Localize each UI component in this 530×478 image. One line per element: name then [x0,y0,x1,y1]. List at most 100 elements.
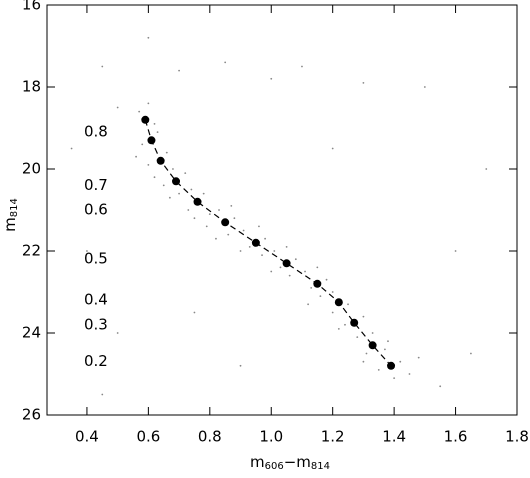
star-point [384,348,386,351]
star-point [86,250,88,252]
star-point [156,131,159,134]
star-point [337,328,340,330]
star-point [399,360,402,363]
ridge-point [368,341,377,350]
star-point [362,82,365,84]
star-point [270,77,273,80]
star-point [347,303,349,306]
star-point [264,237,267,240]
star-point [233,217,236,220]
star-point [230,205,233,207]
star-point [116,332,119,334]
star-point [294,258,297,261]
star-point [172,168,174,170]
mass-label: 0.7 [84,176,108,194]
y-tick-label: 16 [22,0,41,14]
ridge-point [172,177,181,186]
star-point [135,155,137,158]
ridge-point [334,298,343,307]
star-point [387,340,389,343]
star-point [454,250,457,252]
star-point [218,209,220,211]
x-tick-label: 0.8 [198,428,222,446]
star-point [285,246,288,248]
star-point [178,69,180,72]
star-point [193,217,196,220]
star-point [239,250,242,252]
star-point [423,86,426,88]
star-point [178,192,180,195]
ridge-point [141,115,150,124]
star-point [101,393,104,396]
star-point [258,225,260,228]
star-point [184,172,187,175]
star-point [310,287,313,289]
star-point [304,270,306,273]
star-point [362,360,365,363]
star-point [187,209,190,211]
star-point [393,377,396,379]
star-point [356,336,359,338]
ridge-point [193,197,202,206]
star-point [147,36,150,39]
x-tick-label: 0.4 [75,428,99,446]
x-tick-label: 1.8 [505,428,529,446]
mass-label: 0.3 [84,315,108,333]
star-point [202,192,205,195]
star-point [147,102,150,105]
x-tick-label: 1.4 [382,428,406,446]
ridge-line [144,119,392,367]
y-tick-label: 26 [22,406,41,424]
star-point [485,168,488,170]
ridge-point [156,156,165,165]
star-point [377,369,380,371]
x-axis-label: m606−m814 [250,453,330,473]
star-point [239,364,242,367]
star-point [168,196,171,199]
ridge-point [147,136,156,145]
star-point [365,352,368,355]
mass-label: 0.6 [84,201,108,219]
star-point [371,332,374,334]
star-point [153,123,156,125]
ridge-point [387,361,396,370]
star-point [227,233,230,236]
star-point [307,303,310,306]
y-tick-label: 24 [22,324,41,342]
x-tick-label: 0.6 [136,428,160,446]
star-point [208,213,211,216]
ridge-point [350,318,359,327]
star-point [288,274,291,277]
star-point [190,188,193,191]
star-point [301,65,303,68]
star-point [417,356,420,359]
ridge-point [282,259,291,268]
star-point [70,147,73,150]
x-tick-label: 1.0 [259,428,283,446]
star-point [116,106,119,109]
star-point [248,246,251,248]
star-point [470,352,472,355]
star-point [316,266,319,269]
star-point [153,176,156,179]
x-tick-label: 1.2 [321,428,345,446]
star-point [279,266,282,269]
mass-label: 0.5 [84,250,108,268]
x-tick-label: 1.6 [444,428,468,446]
star-point [325,278,328,281]
star-point [147,164,150,166]
ridge-point [221,218,230,227]
star-point [439,385,442,388]
star-point [270,270,273,273]
mass-label: 0.2 [84,352,108,370]
star-point [331,147,334,150]
y-tick-label: 20 [22,160,41,178]
star-point [205,225,208,228]
star-point [344,323,346,326]
star-point [331,291,334,293]
star-point [165,151,168,154]
star-point [242,229,245,232]
y-tick-label: 22 [22,242,41,260]
star-point [162,184,165,187]
